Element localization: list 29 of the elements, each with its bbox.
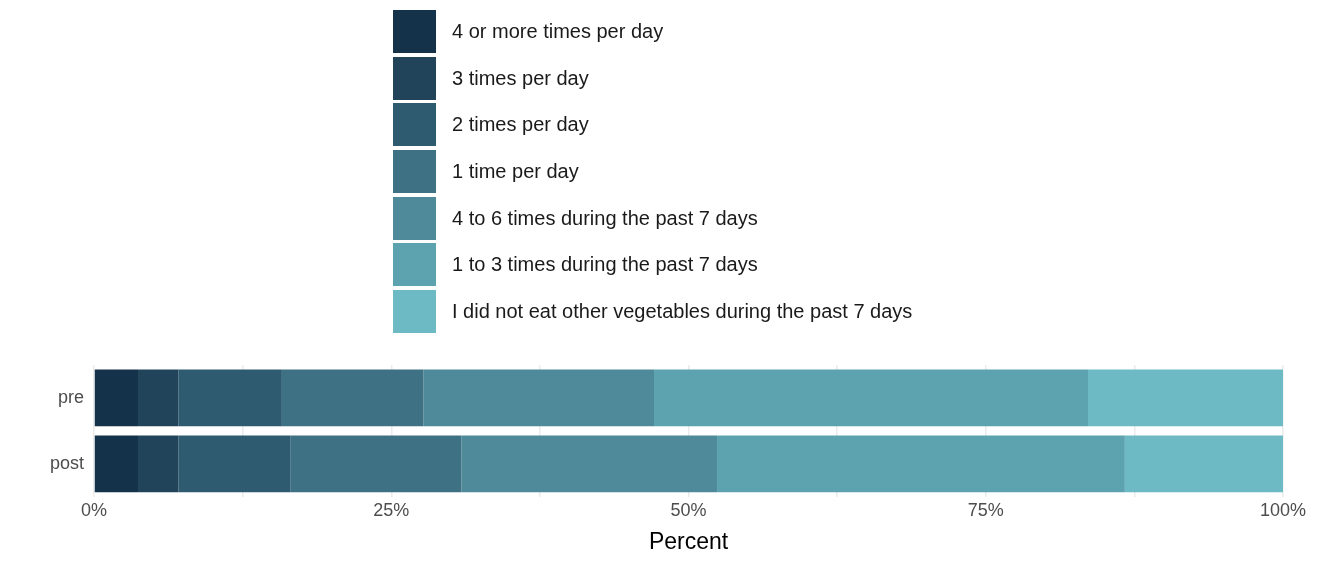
- x-tick-label: 25%: [373, 499, 410, 520]
- bar: [138, 435, 179, 493]
- y-tick-label: post: [49, 452, 85, 473]
- legend-label: 1 time per day: [452, 159, 579, 183]
- bar: [1088, 369, 1283, 427]
- legend-label: 3 times per day: [452, 66, 589, 90]
- bar: [94, 369, 139, 427]
- x-tick-label: 0%: [81, 499, 108, 520]
- bar: [290, 435, 462, 493]
- bar: [94, 435, 139, 493]
- bar: [178, 435, 291, 493]
- bar: [654, 369, 1089, 427]
- x-tick-label: 100%: [1259, 499, 1307, 520]
- bar: [423, 369, 655, 427]
- legend-label: 1 to 3 times during the past 7 days: [452, 253, 758, 277]
- bar: [1124, 435, 1283, 493]
- y-tick-label: pre: [58, 386, 85, 407]
- bar: [717, 435, 1125, 493]
- legend-label: 4 to 6 times during the past 7 days: [452, 206, 758, 230]
- x-tick-label: 50%: [670, 499, 707, 520]
- legend-label: 2 times per day: [452, 113, 589, 137]
- bar: [281, 369, 424, 427]
- legend-label: I did not eat other vegetables during the past 7 days: [452, 299, 913, 323]
- bar: [178, 369, 282, 427]
- x-tick-label: 75%: [967, 499, 1004, 520]
- x-axis-title: Percent: [648, 527, 729, 554]
- legend-label: 4 or more times per day: [452, 19, 664, 43]
- bar: [138, 369, 179, 427]
- bar: [461, 435, 718, 493]
